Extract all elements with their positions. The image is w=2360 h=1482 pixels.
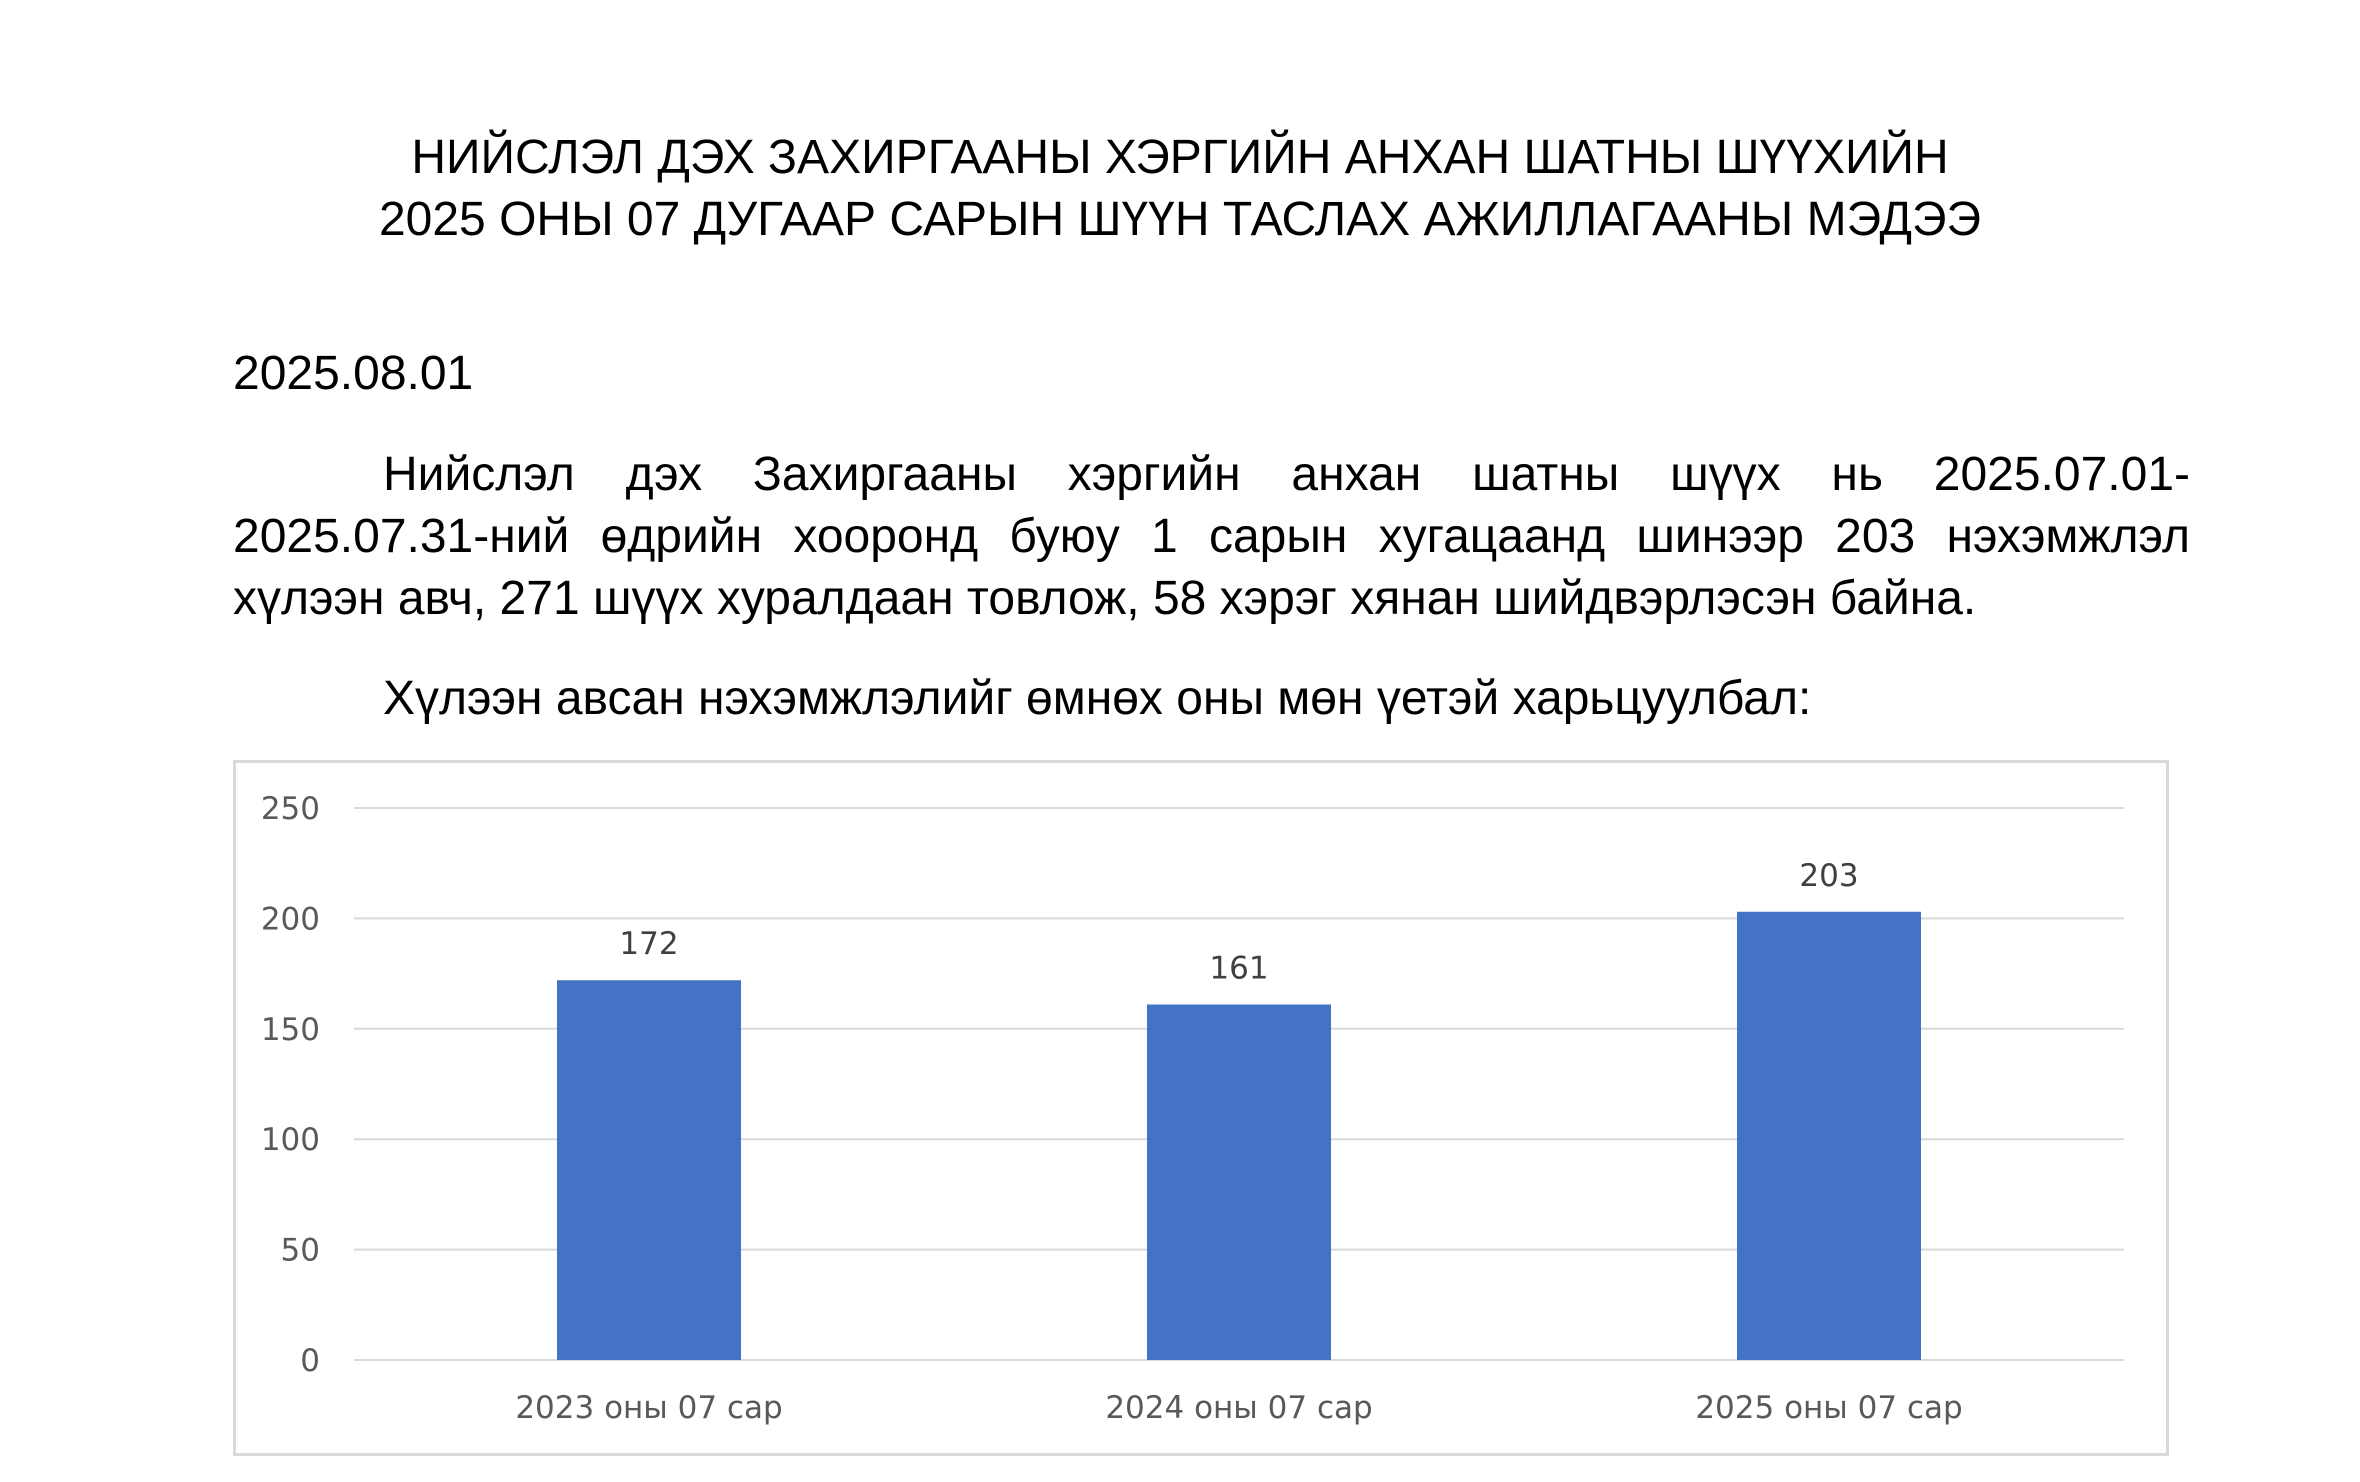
summary-paragraph: Нийслэл дэх Захиргааны хэргийн анхан шат… <box>233 444 2190 630</box>
y-tick-label: 100 <box>261 1122 320 1158</box>
data-label: 172 <box>619 926 678 962</box>
claims-bar-chart: 0 50 100 150 200 250 172 161 203 2023 оны 07 са… <box>233 760 2169 1456</box>
y-tick-label: 250 <box>261 791 320 827</box>
summary-paragraph-line-1: Нийслэл дэх Захиргааны хэргийн анхан шат… <box>383 448 2190 501</box>
data-label: 161 <box>1209 951 1268 987</box>
data-label: 203 <box>1799 858 1858 894</box>
bar <box>1147 1004 1331 1360</box>
x-tick-label: 2023 оны 07 сар <box>515 1390 782 1426</box>
chart-x-axis: 2023 оны 07 сар 2024 оны 07 сар 2025 оны 0… <box>515 1390 1962 1426</box>
chart-data-labels: 172 161 203 <box>619 858 1858 987</box>
y-tick-label: 0 <box>300 1343 320 1379</box>
x-tick-label: 2024 оны 07 сар <box>1105 1390 1372 1426</box>
bar <box>557 980 741 1360</box>
document-date: 2025.08.01 <box>233 347 474 400</box>
y-tick-label: 200 <box>261 901 320 937</box>
comparison-intro: Хүлээн авсан нэхэмжлэлийг өмнөх оны мөн … <box>233 668 2190 730</box>
summary-paragraph-line-3: хүлээн авч, 271 шүүх хуралдаан товлож, 5… <box>233 572 1977 625</box>
chart-y-axis: 0 50 100 150 200 250 <box>261 791 320 1379</box>
comparison-intro-text: Хүлээн авсан нэхэмжлэлийг өмнөх оны мөн … <box>383 672 1812 725</box>
document-title-line-1: НИЙСЛЭЛ ДЭХ ЗАХИРГААНЫ ХЭРГИЙН АНХАН ШАТ… <box>411 131 1949 184</box>
chart-canvas: 0 50 100 150 200 250 172 161 203 2023 оны 07 са… <box>261 791 2124 1426</box>
summary-paragraph-line-2: 2025.07.31-ний өдрийн хооронд буюу 1 сар… <box>233 510 2190 563</box>
document-title-line-2: 2025 ОНЫ 07 ДУГААР САРЫН ШҮҮН ТАСЛАХ АЖИ… <box>378 193 1982 246</box>
y-tick-label: 150 <box>261 1012 320 1048</box>
bar <box>1737 911 1921 1360</box>
x-tick-label: 2025 оны 07 сар <box>1695 1390 1962 1426</box>
y-tick-label: 50 <box>281 1233 320 1269</box>
chart-bars <box>557 911 1921 1360</box>
